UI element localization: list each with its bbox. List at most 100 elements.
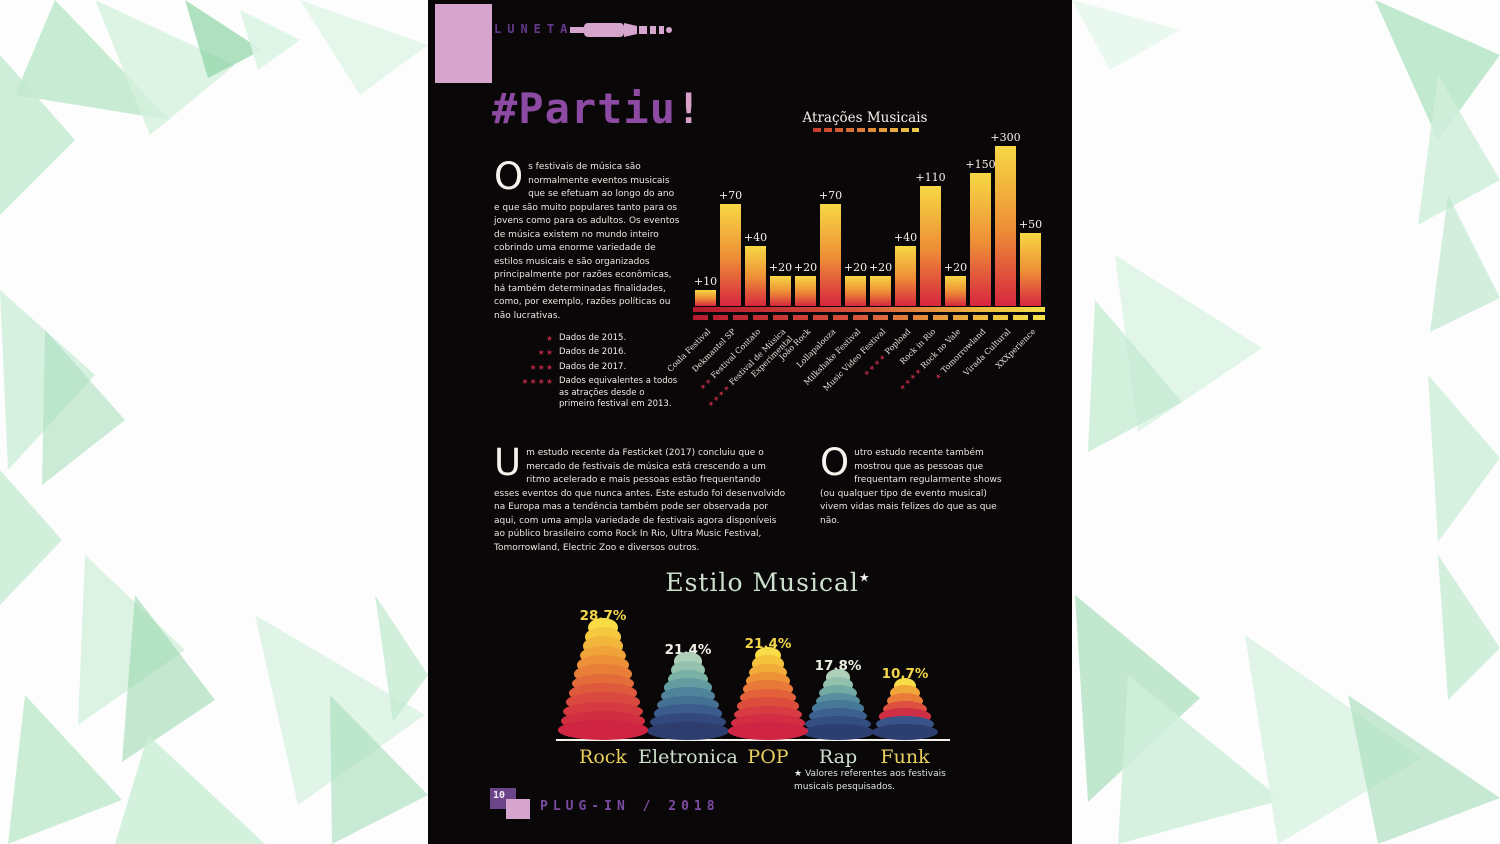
bar-value-label: +40 [743,231,768,244]
bar-Dekmantel SP [720,204,741,306]
bar-slot: +40 [743,146,768,306]
bar-slot: +20 [868,146,893,306]
bar-value-label: +40 [893,231,918,244]
bar-slot: +20 [843,146,868,306]
legend-label: Dados de 2016. [559,347,627,358]
star-rating-icon: ★★ [697,375,714,392]
decor-triangle [375,595,428,722]
decor-triangle [1118,675,1282,844]
decor-triangle [1438,555,1500,700]
cone-disc-Funk [872,723,938,740]
bar-Lollapalooza [820,204,841,306]
decor-triangle [300,0,428,95]
bar-Rock in Rio [920,186,941,306]
study-right-text: utro estudo recente também mostrou que a… [820,448,1002,526]
page-title-bang: ! [676,84,703,133]
decor-triangle [1245,635,1422,844]
bar-value-label: +110 [915,171,946,184]
star-rating-icon: ★ [933,370,944,382]
bar-value-label: +50 [1018,218,1043,231]
decor-triangle [1418,75,1500,225]
bar-chart: +10 +70 +40 +20 +20 +70 +20 +20 +40 +110 +20 +150 +3… [693,131,1043,306]
bar-value-label: +10 [693,275,718,288]
bar-chart-axis-band [693,307,1045,312]
cone-value-label: 17,8% [814,658,862,674]
cone-chart-baseline [556,739,950,741]
footnote: ★ Valores referentes aos festivais musica… [794,768,962,794]
cone-value-label: 21,4% [744,636,792,652]
cone-disc-Rap [802,723,874,740]
decor-triangle [8,695,122,844]
decor-triangle [1430,195,1500,332]
bar-value-label: +70 [818,189,843,202]
decor-triangle [240,10,300,70]
star-legend: ★ Dados de 2015. ★★ Dados de 2016. ★★★ Dados … [504,333,682,414]
cone-category-label: Eletronica [638,746,738,768]
legend-label: Dados de 2015. [559,333,627,343]
bar-Coala Festival [695,290,716,306]
bar-slot: +110 [915,146,946,306]
decor-triangle [185,0,262,78]
footnote-text: Valores referentes aos festivais musicai… [794,769,946,793]
bar-slot: +70 [818,146,843,306]
star-rating-icon: ★★ [537,348,554,358]
bar-value-label: +20 [793,261,818,274]
legend-label: Dados equivalentes a todos as atrações d… [559,376,678,410]
bar-Rock no Vale [945,276,966,306]
cone-disc-Rock [558,720,648,740]
page-title-text: #Partiu [492,84,677,133]
bar-value-label: +150 [965,158,996,171]
cone-disc-POP [728,722,808,740]
bar-Virada Cultural [995,146,1016,306]
bar-slot: +150 [965,146,996,306]
bar-Festival de Música [770,276,791,306]
legend-label: Dados de 2017. [559,361,627,372]
bar-value-label: +300 [990,131,1021,144]
chart-title-underline [813,128,919,132]
magazine-name: PLUG-IN / 2018 [540,799,720,814]
section-label: LUNETA [494,22,574,36]
decor-triangle [1375,0,1500,140]
decor-triangle [1348,695,1500,844]
page-number-pink-block [506,799,530,819]
study-left-text: m estudo recente da Festicket (2017) con… [494,448,786,553]
decor-triangle [0,470,62,605]
bar-value-label: +20 [868,261,893,274]
decor-triangle [42,330,125,485]
cone-value-label: 10,7% [881,666,929,682]
legend-item: ★★ Dados de 2016. [504,347,682,358]
page-number: 10 [493,790,506,801]
bar-value-label: +20 [843,261,868,274]
asterisk-star-icon: ★ [794,769,803,779]
legend-item: ★★★ Dados de 2017. [504,362,682,373]
header-pink-block [435,4,492,83]
legend-item: ★★★★ Dados equivalentes a todos as atraçõ… [504,376,682,410]
audio-jack-icon [570,23,672,37]
cone-disc-Eletronica [647,721,729,740]
bar-value-label: +20 [943,261,968,274]
dropcap: O [494,155,524,198]
bar-Tomorrowland [970,173,991,306]
bar-value-label: +20 [768,261,793,274]
bar-slot: +20 [793,146,818,306]
star-rating-icon: ★★★★ [521,377,554,387]
cone-category-label: Rock [579,746,627,768]
dropcap: U [494,441,522,484]
cone-chart-title: Estilo Musical★ [650,568,886,597]
bar-value-label: +70 [718,189,743,202]
bar-chart-axis-dashes [693,315,1045,320]
bar-João Rock [795,276,816,306]
cone-category-label: Funk [880,746,930,768]
cone-chart-title-text: Estilo Musical [665,568,859,597]
bar-slot: +300 [990,131,1021,306]
bar-slot: +10 [693,146,718,306]
bar-slot: +50 [1018,146,1043,306]
legend-item: ★ Dados de 2015. [504,333,682,344]
bar-XXXperience [1020,233,1041,306]
bar-slot: +20 [768,146,793,306]
star-rating-icon: ★ [545,334,554,343]
